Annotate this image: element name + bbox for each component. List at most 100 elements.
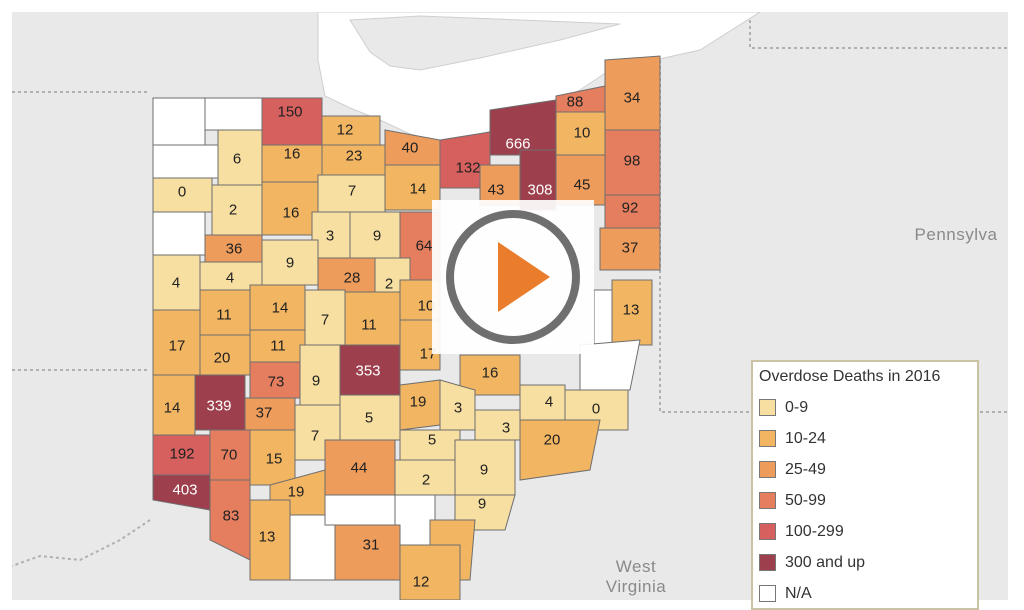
county-value-label: 88 [567, 94, 584, 111]
county-value-label: 4 [172, 275, 180, 292]
legend-swatch [759, 430, 776, 447]
county-value-label: 44 [351, 460, 368, 477]
county-region[interactable] [152, 144, 219, 179]
county-value-label: 10 [574, 125, 591, 142]
county-value-label: 6 [233, 151, 241, 168]
county-value-label: 23 [346, 148, 363, 165]
legend-item[interactable]: 0-9 [759, 392, 971, 423]
legend-label: 25-49 [785, 460, 826, 478]
legend: Overdose Deaths in 2016 0-9 10-24 25-49 50-… [751, 360, 979, 610]
legend-label: 100-299 [785, 522, 844, 540]
county-value-label: 12 [413, 574, 430, 591]
legend-swatch [759, 554, 776, 571]
county-value-label: 14 [164, 400, 181, 417]
county-value-label: 34 [624, 90, 641, 107]
lake-island [349, 15, 621, 71]
county-value-label: 83 [223, 508, 240, 525]
legend-item[interactable]: 50-99 [759, 485, 971, 516]
legend-swatch [759, 461, 776, 478]
county-region[interactable] [474, 409, 521, 441]
map-canvas[interactable]: 150 12 6 16 23 40 132 666 88 34 10 0 2 7 14 43 308 45 98 16… [12, 12, 1008, 600]
county-value-label: 666 [505, 136, 530, 153]
county-value-label: 73 [268, 374, 285, 391]
county-value-label: 15 [266, 451, 283, 468]
county-value-label: 28 [344, 270, 361, 287]
county-value-label: 4 [226, 270, 234, 287]
county-value-label: 403 [172, 482, 197, 499]
county-region[interactable] [399, 544, 461, 600]
county-value-label: 20 [214, 350, 231, 367]
county-value-label: 98 [624, 153, 641, 170]
legend-item[interactable]: 25-49 [759, 454, 971, 485]
county-value-label: 92 [622, 200, 639, 217]
county-value-label: 10 [418, 298, 435, 315]
county-value-label: 9 [373, 228, 381, 245]
county-value-label: 14 [410, 181, 427, 198]
county-region[interactable] [519, 419, 601, 481]
county-value-label: 132 [455, 160, 480, 177]
legend-title: Overdose Deaths in 2016 [759, 368, 941, 385]
county-value-label: 11 [270, 338, 286, 355]
county-value-label: 9 [478, 496, 486, 513]
county-value-label: 4 [545, 394, 553, 411]
county-value-label: 9 [286, 255, 294, 272]
county-value-label: 0 [592, 401, 600, 418]
county-value-label: 308 [527, 182, 552, 199]
county-region[interactable] [324, 494, 396, 526]
pennsylvania-label: Pennsylva [915, 225, 998, 244]
county-value-label: 9 [480, 462, 488, 479]
county-value-label: 2 [229, 202, 237, 219]
legend-swatch [759, 523, 776, 540]
county-value-label: 11 [216, 307, 232, 324]
county-value-label: 70 [221, 447, 238, 464]
county-region[interactable] [599, 227, 661, 271]
west-virginia-label-line2: Virginia [606, 577, 666, 596]
legend-item[interactable]: 300 and up [759, 547, 971, 578]
county-value-label: 192 [169, 446, 194, 463]
county-region[interactable] [579, 339, 641, 391]
county-region[interactable] [593, 289, 613, 346]
legend-label: 50-99 [785, 491, 826, 509]
county-region[interactable] [204, 97, 263, 131]
legend-label: 0-9 [785, 398, 809, 416]
county-value-label: 36 [226, 241, 243, 258]
county-value-label: 2 [385, 276, 393, 293]
county-value-label: 43 [488, 182, 505, 199]
county-region[interactable] [152, 211, 206, 256]
legend-label: N/A [785, 584, 812, 602]
county-region[interactable] [152, 97, 206, 146]
county-value-label: 16 [482, 365, 499, 382]
county-value-label: 3 [454, 400, 462, 417]
county-value-label: 19 [410, 394, 427, 411]
legend-items: 0-9 10-24 25-49 50-99 100-299 300 and up N/A [759, 392, 971, 609]
play-button[interactable] [432, 200, 594, 354]
legend-item[interactable]: N/A [759, 578, 971, 609]
county-value-label: 5 [428, 432, 436, 449]
county-value-label: 12 [337, 122, 354, 139]
county-value-label: 11 [361, 317, 377, 334]
legend-label: 10-24 [785, 429, 826, 447]
county-value-label: 339 [206, 398, 231, 415]
west-virginia-label-line1: West [616, 557, 656, 576]
county-value-label: 40 [402, 140, 419, 157]
legend-swatch [759, 585, 776, 602]
county-value-label: 0 [178, 184, 186, 201]
county-value-label: 150 [277, 104, 302, 121]
county-value-label: 16 [284, 146, 301, 163]
county-value-label: 13 [259, 529, 276, 546]
legend-swatch [759, 399, 776, 416]
county-value-label: 37 [256, 405, 273, 422]
county-region[interactable] [519, 384, 566, 421]
legend-item[interactable]: 10-24 [759, 423, 971, 454]
county-value-label: 14 [272, 300, 289, 317]
county-value-label: 7 [348, 183, 356, 200]
county-value-label: 20 [544, 432, 561, 449]
legend-item[interactable]: 100-299 [759, 516, 971, 547]
county-value-label: 31 [363, 537, 380, 554]
county-value-label: 9 [312, 373, 320, 390]
county-value-label: 45 [574, 177, 591, 194]
county-region[interactable] [394, 494, 436, 546]
county-value-label: 17 [169, 338, 186, 355]
